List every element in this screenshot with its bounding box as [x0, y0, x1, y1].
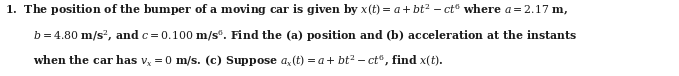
- Text: $b = 4.80$ m/s$^2$, and $c = 0.100$ m/s$^6$. Find the (a) position and (b) accel: $b = 4.80$ m/s$^2$, and $c = 0.100$ m/s$…: [33, 28, 576, 44]
- Text: 1.  The position of the bumper of a moving car is given by $x(t) = a + bt^2 - ct: 1. The position of the bumper of a movin…: [5, 2, 568, 18]
- Text: when the car has $v_x = 0$ m/s. (c) Suppose $a_x(t) = a + bt^2 - ct^6$, find $x(: when the car has $v_x = 0$ m/s. (c) Supp…: [33, 53, 443, 69]
